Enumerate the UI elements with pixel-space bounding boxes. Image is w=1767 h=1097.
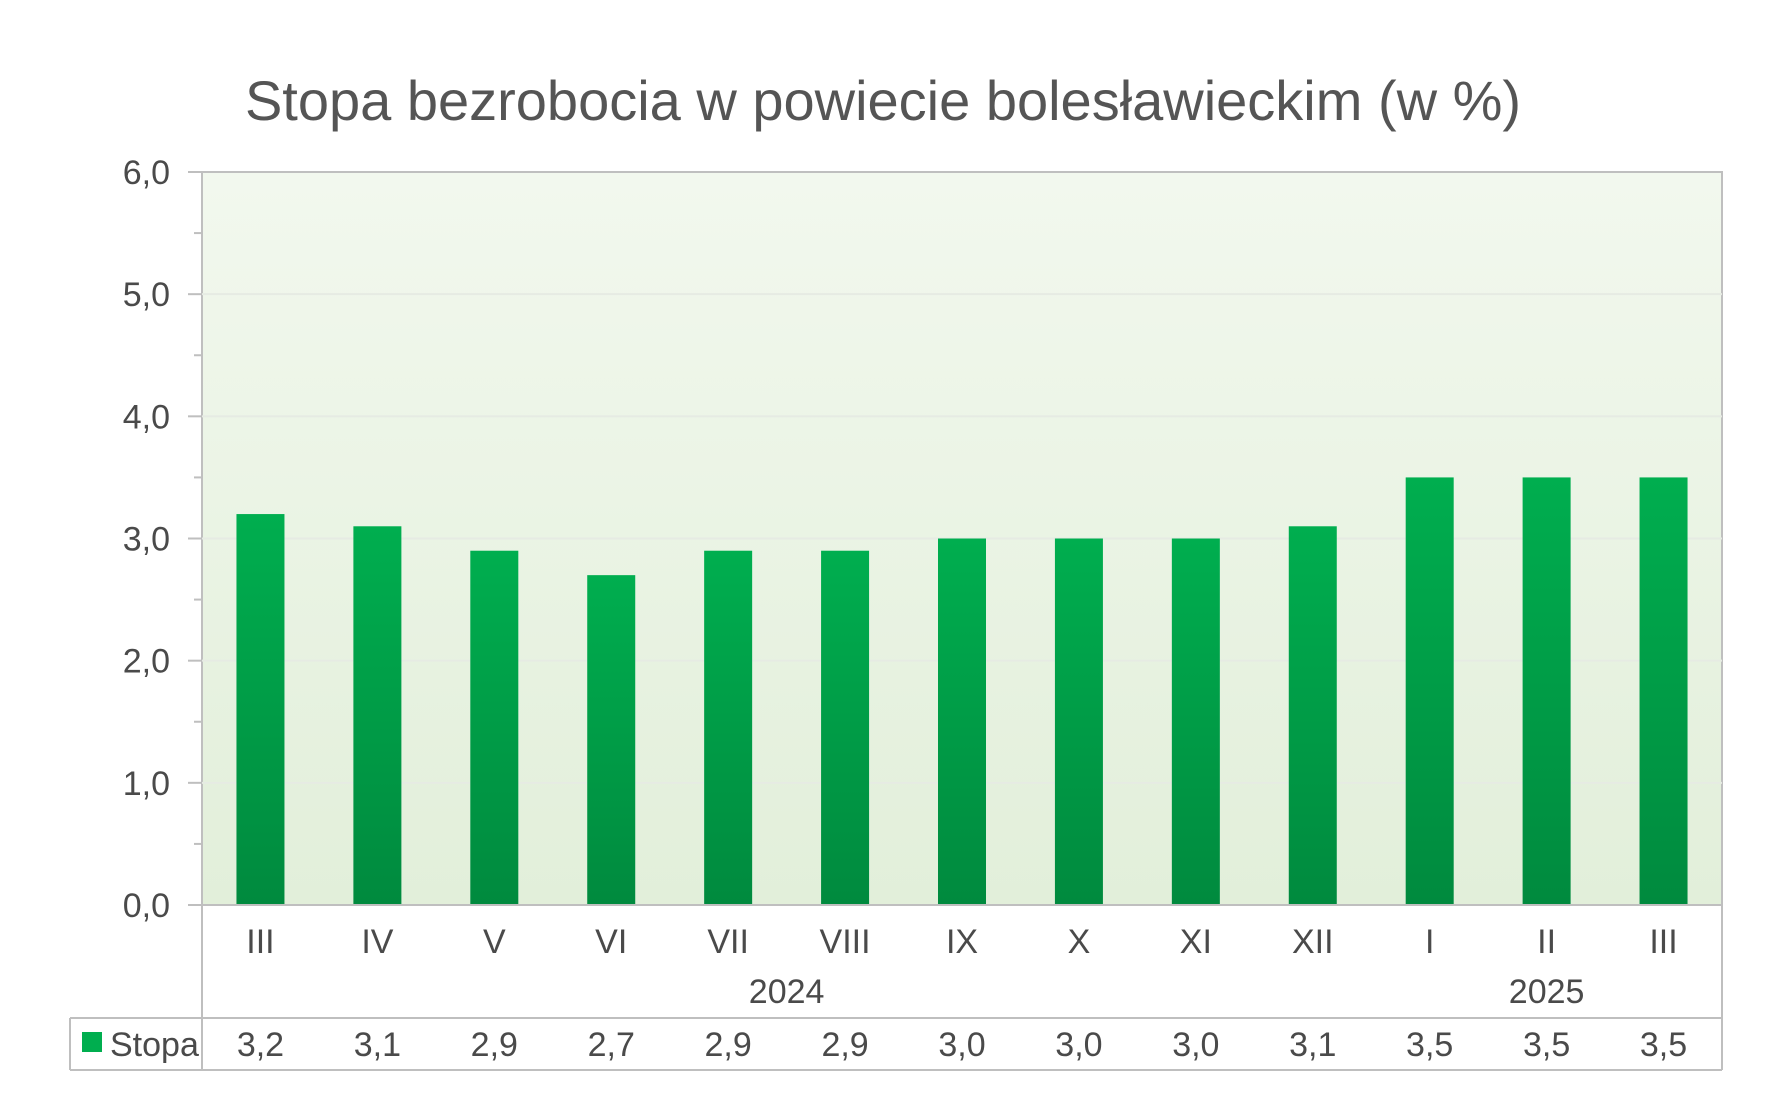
bar-5 bbox=[704, 550, 753, 905]
y-axis: 0,0 1,0 2,0 3,0 4,0 5,0 6,0 bbox=[123, 154, 202, 925]
x-tick-label: II bbox=[1537, 923, 1556, 961]
y-tick-label: 6,0 bbox=[123, 154, 170, 192]
bar-7 bbox=[938, 538, 986, 905]
x-tick-label: XI bbox=[1180, 923, 1212, 961]
data-label: 3,1 bbox=[354, 1026, 401, 1064]
data-label: 2,9 bbox=[705, 1026, 752, 1064]
x-tick-label: III bbox=[1649, 923, 1677, 961]
y-tick-label: 4,0 bbox=[123, 398, 170, 436]
data-label: 2,9 bbox=[821, 1026, 868, 1064]
y-tick-label: 1,0 bbox=[123, 765, 170, 803]
data-label: 3,2 bbox=[237, 1026, 284, 1064]
x-tick-label: VII bbox=[707, 923, 749, 961]
data-label: 3,5 bbox=[1406, 1026, 1453, 1064]
bar-11 bbox=[1405, 477, 1454, 905]
x-tick-label: V bbox=[483, 923, 506, 961]
data-label: 3,1 bbox=[1289, 1026, 1336, 1064]
bar-1 bbox=[236, 514, 285, 905]
legend-label: Stopa bbox=[110, 1026, 199, 1064]
x-tick-label: III bbox=[246, 923, 274, 961]
x-group-label: 2025 bbox=[1509, 973, 1585, 1011]
y-tick-label: 5,0 bbox=[123, 276, 170, 314]
y-tick-label: 3,0 bbox=[123, 521, 170, 559]
bar-9 bbox=[1171, 538, 1220, 905]
bar-2 bbox=[353, 526, 402, 905]
x-tick-label: VI bbox=[595, 923, 627, 961]
y-tick-label: 2,0 bbox=[123, 643, 170, 681]
bar-3 bbox=[470, 550, 519, 905]
x-group-label: 2024 bbox=[749, 973, 825, 1011]
data-label: 3,0 bbox=[1172, 1026, 1219, 1064]
x-tick-label: VIII bbox=[820, 923, 871, 961]
bar-13 bbox=[1639, 477, 1688, 905]
bars bbox=[236, 477, 1688, 905]
y-tick-label: 0,0 bbox=[123, 887, 170, 925]
data-label: 3,5 bbox=[1523, 1026, 1570, 1064]
x-tick-label: XII bbox=[1292, 923, 1334, 961]
data-label: 2,7 bbox=[588, 1026, 635, 1064]
data-label: 3,0 bbox=[1055, 1026, 1102, 1064]
x-tick-label: IV bbox=[361, 923, 393, 961]
data-label: 3,5 bbox=[1640, 1026, 1687, 1064]
bar-8 bbox=[1054, 538, 1103, 905]
data-label: 2,9 bbox=[471, 1026, 518, 1064]
bar-10 bbox=[1288, 526, 1337, 905]
x-tick-label: I bbox=[1425, 923, 1434, 961]
legend-swatch bbox=[82, 1032, 102, 1052]
data-table: Stopa 3,2 3,1 2,9 2,7 2,9 2,9 3,0 3,0 3,0 3,1 3,5 3,… bbox=[69, 905, 1723, 1071]
x-tick-label: X bbox=[1068, 923, 1091, 961]
x-tick-label: IX bbox=[946, 923, 978, 961]
bar-12 bbox=[1522, 477, 1571, 905]
bar-6 bbox=[821, 550, 870, 905]
chart-title: Stopa bezrobocia w powiecie bolesławieck… bbox=[245, 69, 1521, 132]
bar-4 bbox=[587, 575, 636, 905]
data-label: 3,0 bbox=[938, 1026, 985, 1064]
